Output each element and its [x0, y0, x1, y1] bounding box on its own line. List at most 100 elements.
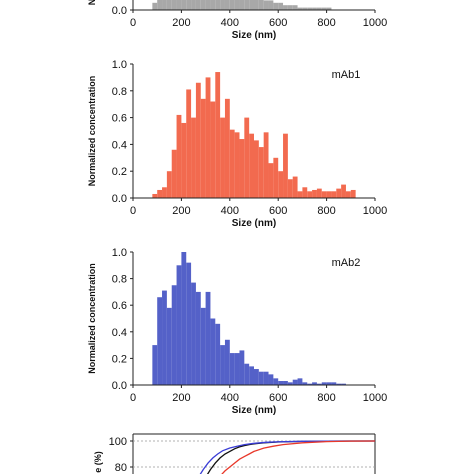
x-tick-label: 600: [269, 205, 287, 217]
histogram-bar: [229, 129, 235, 198]
histogram-bar: [297, 378, 303, 385]
histogram-bar: [195, 0, 201, 10]
x-tick-label: 400: [221, 392, 239, 404]
histogram-bar: [234, 353, 240, 385]
histogram-bar: [210, 318, 216, 385]
histogram-bar: [316, 7, 322, 10]
histogram-bar: [220, 117, 225, 198]
histogram-bar: [166, 171, 172, 198]
histogram-bar: [195, 291, 201, 385]
histogram-bar: [205, 0, 211, 10]
y-tick-label: 0.0: [112, 380, 127, 392]
histogram-bar: [205, 77, 211, 198]
histogram-bar: [254, 140, 259, 198]
x-tick-label: 800: [317, 205, 335, 217]
histogram-bar: [195, 82, 201, 198]
histogram-bar: [234, 0, 240, 10]
x-tick-label: 200: [172, 392, 190, 404]
histogram-bar: [171, 0, 177, 10]
histogram-bar: [292, 379, 298, 385]
histogram-bar: [239, 0, 245, 11]
histogram-bar: [239, 350, 245, 385]
x-tick-label: 800: [317, 17, 335, 29]
x-axis-title: Size (nm): [232, 30, 276, 41]
histogram-bar: [152, 193, 158, 198]
histogram-bar: [234, 132, 240, 198]
histogram-bar: [302, 7, 308, 10]
histogram-bar: [278, 2, 284, 10]
histogram-bar: [263, 132, 269, 198]
y-tick-label: 0.0: [112, 5, 127, 17]
histogram-bar: [152, 2, 158, 10]
histogram-bar: [307, 191, 313, 198]
histogram-bar: [273, 157, 279, 198]
x-axis-title: Size (nm): [232, 218, 276, 229]
histogram-bar: [186, 89, 192, 198]
histogram-bar: [162, 187, 167, 198]
histogram-bar: [249, 133, 254, 198]
histogram-bar: [292, 176, 298, 198]
histogram-bar: [244, 363, 250, 385]
histogram-bar: [162, 0, 167, 10]
histogram-bar: [273, 2, 279, 10]
panel-label: mAb2: [332, 257, 361, 269]
histogram-bar: [254, 369, 259, 385]
histogram-bar: [336, 383, 342, 385]
y-tick-label: 0.0: [112, 193, 127, 205]
histogram-bar: [220, 0, 225, 10]
histogram-bar: [307, 7, 313, 10]
histogram-bar: [249, 0, 254, 10]
histogram-bar: [287, 179, 293, 198]
histogram-bar: [215, 0, 221, 10]
histogram-bar: [258, 371, 264, 385]
histogram-bar: [321, 7, 327, 10]
y-axis-title: Normalized concentration: [87, 263, 97, 374]
histogram-bar: [166, 0, 172, 10]
histogram-bar: [191, 117, 196, 198]
histogram-bar: [341, 184, 346, 198]
histogram-bar: [166, 307, 172, 385]
y-tick-label: 0.6: [112, 300, 127, 312]
histogram-bar: [326, 7, 332, 10]
y-axis-title: Normalized concentration: [87, 76, 97, 187]
histogram-bar: [162, 290, 167, 385]
histogram-bar: [268, 0, 274, 11]
panel-label: mAb1: [332, 69, 361, 81]
x-tick-label: 1000: [363, 392, 387, 404]
histogram-bar: [283, 5, 288, 10]
histogram-bar: [200, 98, 206, 198]
histogram-bar: [326, 191, 332, 198]
histogram-bar: [302, 187, 308, 198]
x-tick-label: 0: [130, 205, 136, 217]
y-tick-label: 1.0: [112, 59, 127, 71]
histogram-bar: [283, 381, 288, 385]
histogram-bar: [176, 0, 182, 10]
histogram-bar: [157, 297, 163, 385]
histogram-bar: [258, 0, 264, 10]
histogram-bar: [210, 0, 216, 10]
histogram-bar: [316, 188, 322, 198]
y-tick-label: 0.2: [112, 353, 127, 365]
histogram-bar: [215, 323, 221, 385]
histogram-bar: [191, 0, 196, 11]
x-tick-label: 600: [269, 392, 287, 404]
histogram-bar: [336, 188, 342, 198]
x-tick-label: 0: [130, 17, 136, 29]
x-tick-label: 600: [269, 17, 287, 29]
histogram-bar: [312, 7, 317, 10]
y-tick-label: 100: [109, 436, 127, 448]
histogram-bar: [224, 339, 230, 385]
histogram-bar: [258, 147, 264, 198]
y-tick-label: 0.2: [112, 166, 127, 178]
x-tick-label: 200: [172, 205, 190, 217]
y-tick-label: 0.8: [112, 274, 127, 286]
x-axis-title: Size (nm): [232, 405, 276, 416]
histogram-bar: [200, 307, 206, 385]
histogram-bar: [326, 382, 332, 385]
histogram-bar: [263, 0, 269, 11]
y-tick-label: 80: [115, 462, 127, 474]
histogram-bar: [186, 0, 192, 10]
histogram-bar: [321, 191, 327, 198]
histogram-bar: [186, 262, 192, 385]
histogram-bar: [287, 5, 293, 10]
